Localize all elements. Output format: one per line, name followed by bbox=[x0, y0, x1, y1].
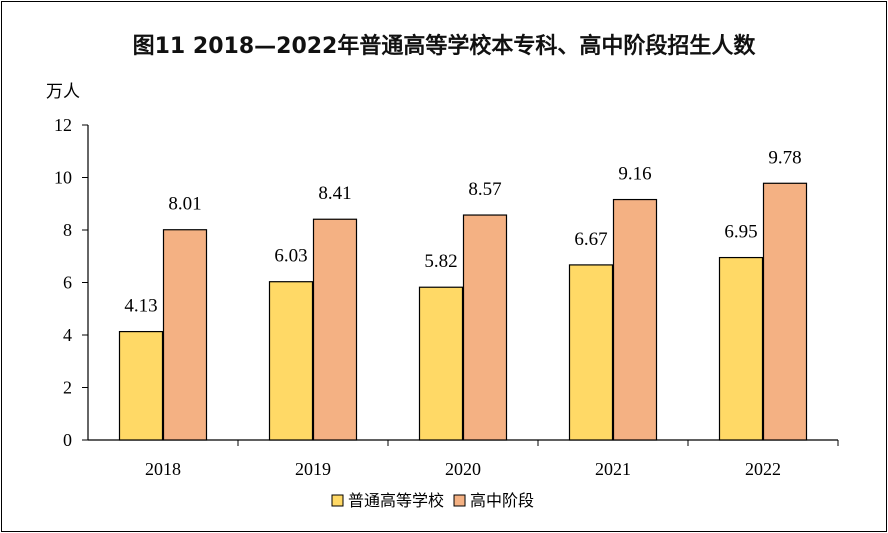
x-tick-label: 2019 bbox=[295, 459, 331, 479]
y-tick-label: 10 bbox=[54, 168, 72, 188]
x-tick-label: 2022 bbox=[745, 459, 781, 479]
bar-high-school-2018 bbox=[162, 229, 208, 441]
axes: 0 2 4 6 8 10 12 万人 2018 2019 2020 2021 2022 bbox=[46, 82, 839, 479]
chart-title: 图11 2018—2022年普通高等学校本专科、高中阶段招生人数 bbox=[132, 34, 756, 59]
legend-label-high-school: 高中阶段 bbox=[470, 491, 534, 510]
bar-university-2022 bbox=[718, 256, 764, 441]
data-label: 8.41 bbox=[318, 183, 351, 204]
bar-high-school-2020 bbox=[462, 214, 508, 441]
bar-university-2020 bbox=[418, 286, 464, 441]
legend-label-university: 普通高等学校 bbox=[348, 491, 444, 510]
y-tick-label: 12 bbox=[54, 115, 72, 135]
bars: 4.13 8.01 6.03 8.41 5.82 8.57 6.67 9.16 6.95 9.78 bbox=[118, 147, 808, 441]
data-label: 6.95 bbox=[724, 222, 757, 243]
data-label: 6.67 bbox=[574, 229, 607, 250]
bar-high-school-2021 bbox=[612, 198, 658, 441]
bar-high-school-2019 bbox=[312, 218, 358, 441]
y-axis-unit-label: 万人 bbox=[46, 82, 80, 102]
legend: 普通高等学校 高中阶段 bbox=[331, 491, 534, 510]
data-label: 8.01 bbox=[168, 194, 201, 215]
data-label: 5.82 bbox=[424, 251, 457, 272]
bar-university-2021 bbox=[568, 264, 614, 441]
bar-university-2018 bbox=[118, 330, 164, 441]
y-tick-label: 8 bbox=[63, 220, 72, 240]
bar-high-school-2022 bbox=[762, 182, 808, 441]
y-tick-label: 6 bbox=[63, 273, 72, 293]
data-label: 9.78 bbox=[768, 147, 801, 168]
legend-swatch-university bbox=[331, 494, 344, 507]
x-tick-label: 2018 bbox=[145, 459, 181, 479]
x-tick-label: 2020 bbox=[445, 459, 481, 479]
y-tick-label: 0 bbox=[63, 430, 72, 450]
data-label: 4.13 bbox=[124, 296, 157, 317]
y-tick-label: 2 bbox=[63, 378, 72, 398]
bar-university-2019 bbox=[268, 281, 314, 441]
data-label: 6.03 bbox=[274, 246, 307, 267]
legend-swatch-high-school bbox=[453, 494, 466, 507]
data-label: 9.16 bbox=[618, 164, 651, 185]
data-label: 8.57 bbox=[468, 179, 501, 200]
y-tick-label: 4 bbox=[63, 325, 72, 345]
x-tick-label: 2021 bbox=[595, 459, 631, 479]
